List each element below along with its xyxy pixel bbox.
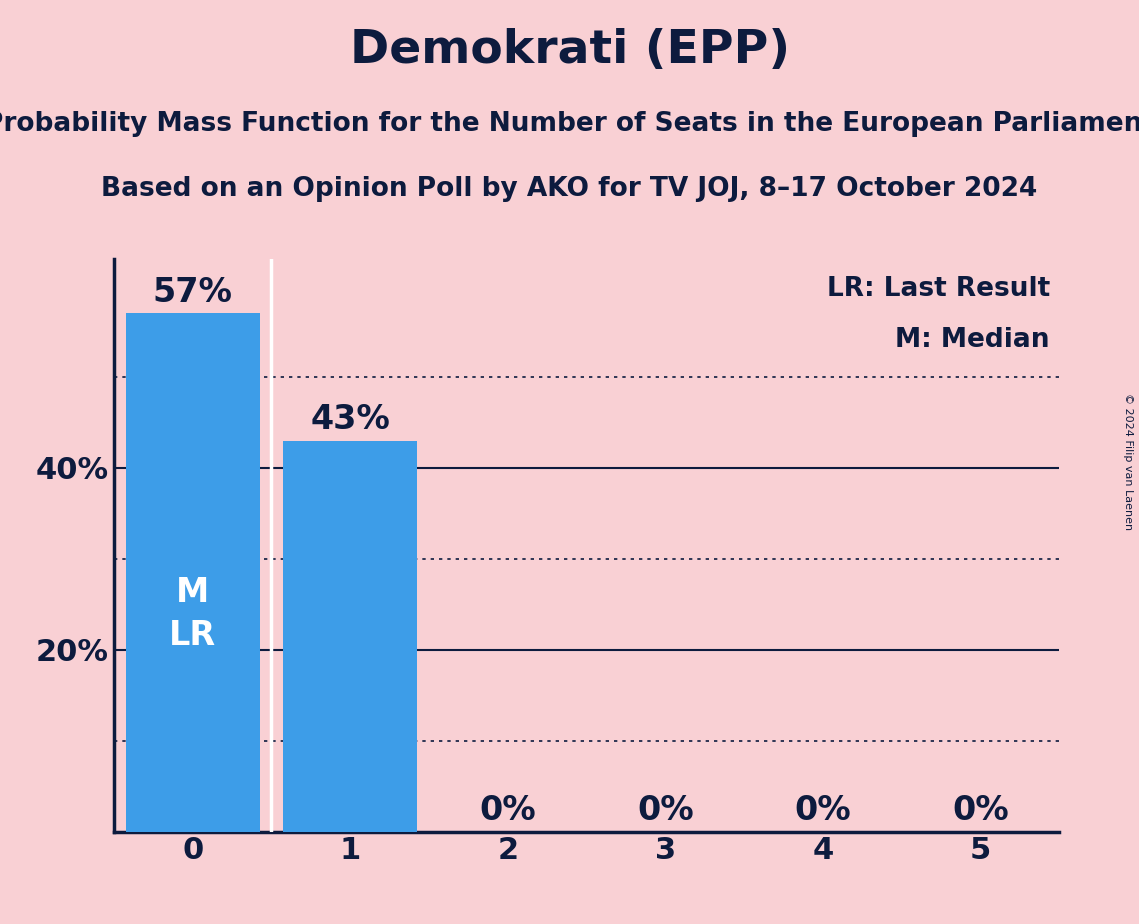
- Bar: [284, 441, 417, 832]
- Text: 0%: 0%: [952, 794, 1009, 827]
- Text: Probability Mass Function for the Number of Seats in the European Parliament: Probability Mass Function for the Number…: [0, 111, 1139, 137]
- Text: M
LR: M LR: [169, 576, 216, 652]
- Text: 57%: 57%: [153, 275, 232, 309]
- Text: 43%: 43%: [310, 403, 391, 436]
- Text: 0%: 0%: [637, 794, 694, 827]
- Text: Demokrati (EPP): Demokrati (EPP): [350, 28, 789, 73]
- Text: Based on an Opinion Poll by AKO for TV JOJ, 8–17 October 2024: Based on an Opinion Poll by AKO for TV J…: [101, 176, 1038, 201]
- Bar: [125, 313, 260, 832]
- Text: M: Median: M: Median: [895, 327, 1050, 354]
- Text: © 2024 Filip van Laenen: © 2024 Filip van Laenen: [1123, 394, 1133, 530]
- Text: 0%: 0%: [795, 794, 851, 827]
- Text: LR: Last Result: LR: Last Result: [827, 276, 1050, 302]
- Text: 0%: 0%: [480, 794, 536, 827]
